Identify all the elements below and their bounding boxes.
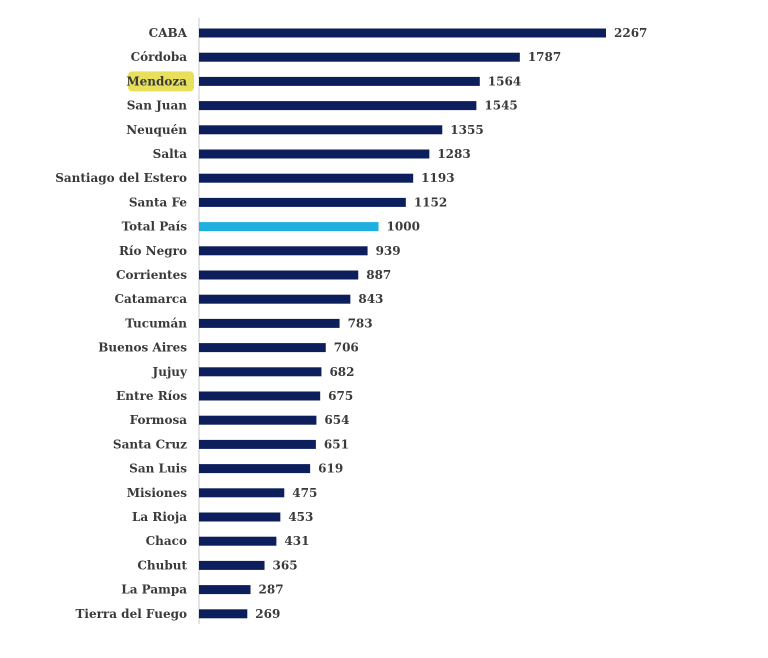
value-label-santiago-del-estero: 1193 [421,171,454,185]
category-label-chubut: Chubut [137,558,187,572]
bar-mendoza [199,76,480,86]
bar-rio-negro [199,246,368,256]
highlight-layer [128,71,194,92]
value-label-caba: 2267 [614,26,647,40]
bar-san-juan [199,101,477,111]
bar-salta [199,149,430,159]
category-label-tucuman: Tucumán [125,316,187,330]
category-label-buenos-aires: Buenos Aires [98,341,187,355]
category-label-neuquen: Neuquén [126,123,187,137]
bar-catamarca [199,294,351,304]
bar-santa-cruz [199,439,316,449]
bar-cordoba [199,52,520,62]
value-label-san-luis: 619 [318,462,343,476]
value-label-la-rioja: 453 [288,510,313,524]
bar-santa-fe [199,197,406,207]
category-label-total-pais: Total País [122,220,188,234]
category-label-catamarca: Catamarca [114,292,187,306]
category-label-jujuy: Jujuy [152,365,188,379]
bar-chaco [199,536,277,546]
value-label-buenos-aires: 706 [334,341,359,355]
value-label-formosa: 654 [324,413,349,427]
category-label-tierra-del-fuego: Tierra del Fuego [75,607,187,621]
value-label-santa-fe: 1152 [414,195,447,209]
value-label-chaco: 431 [284,534,309,548]
bar-misiones [199,488,285,498]
category-label-rio-negro: Río Negro [119,244,187,258]
bar-corrientes [199,270,359,280]
bar-buenos-aires [199,343,326,353]
category-label-santa-cruz: Santa Cruz [113,437,187,451]
value-label-misiones: 475 [292,486,317,500]
category-label-entre-rios: Entre Ríos [116,389,187,403]
category-label-la-rioja: La Rioja [132,510,187,524]
highlight-marker-mendoza [128,71,194,92]
bar-la-pampa [199,585,251,595]
category-label-formosa: Formosa [130,413,188,427]
category-label-chaco: Chaco [146,534,187,548]
value-label-mendoza: 1564 [488,74,521,88]
value-label-salta: 1283 [437,147,470,161]
value-label-chubut: 365 [273,558,298,572]
bar-neuquen [199,125,443,135]
value-label-corrientes: 887 [366,268,391,282]
value-label-entre-rios: 675 [328,389,353,403]
category-label-corrientes: Corrientes [116,268,187,282]
value-label-catamarca: 843 [358,292,383,306]
category-label-mendoza: Mendoza [126,74,187,88]
bar-formosa [199,415,317,425]
value-label-la-pampa: 287 [259,583,284,597]
category-label-la-pampa: La Pampa [121,583,187,597]
value-label-cordoba: 1787 [528,50,561,64]
category-labels: CABA Córdoba Mendoza San Juan Neuquén Salta Sa… [55,26,188,621]
value-label-total-pais: 1000 [387,220,420,234]
bar-total-pais [199,222,379,232]
category-label-santiago-del-estero: Santiago del Estero [55,171,187,185]
bar-caba [199,28,606,38]
value-label-san-juan: 1545 [484,99,517,113]
value-label-neuquen: 1355 [450,123,483,137]
bar-chubut [199,560,265,570]
value-label-santa-cruz: 651 [324,437,349,451]
category-label-cordoba: Córdoba [131,50,188,64]
category-label-san-luis: San Luis [129,462,187,476]
bar-santiago-del-estero [199,173,414,183]
value-label-rio-negro: 939 [376,244,401,258]
category-label-santa-fe: Santa Fe [129,195,188,209]
bar-la-rioja [199,512,281,522]
bar-tierra-del-fuego [199,609,248,619]
category-label-misiones: Misiones [127,486,188,500]
bar-tucuman [199,318,340,328]
bar-entre-rios [199,391,321,401]
value-label-tierra-del-fuego: 269 [255,607,280,621]
bars-layer [199,28,606,619]
category-label-san-juan: San Juan [127,99,188,113]
bar-jujuy [199,367,322,377]
category-label-caba: CABA [149,26,188,40]
value-label-tucuman: 783 [348,316,373,330]
bar-san-luis [199,464,311,474]
value-label-jujuy: 682 [329,365,354,379]
category-label-salta: Salta [153,147,188,161]
